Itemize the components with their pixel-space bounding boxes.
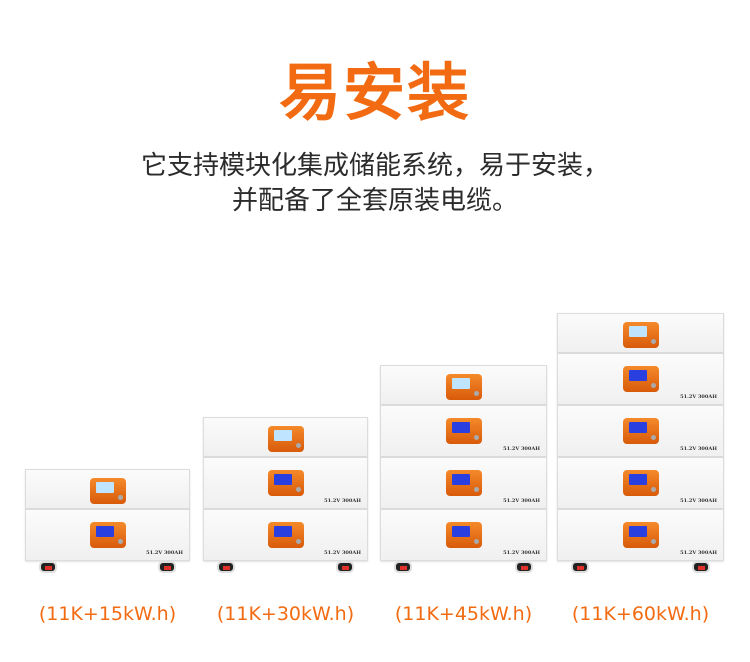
capacity-label: (11K+60kW.h) (571, 603, 710, 625)
power-button-icon (117, 495, 123, 500)
control-panel (622, 418, 659, 444)
display-screen (628, 326, 647, 337)
power-button-icon (650, 383, 656, 388)
battery-module: 51.2V 300AH (380, 405, 547, 457)
module-spec-label: 51.2V 300AH (680, 394, 717, 400)
module-spec-label: 51.2V 300AH (324, 498, 361, 504)
display-screen (273, 474, 292, 485)
battery-module: 51.2V 300AH (380, 509, 547, 561)
display-screen (451, 526, 470, 537)
wheel-icon (571, 561, 589, 573)
module-spec-label: 51.2V 300AH (680, 550, 717, 556)
power-button-icon (295, 487, 301, 492)
display-screen (628, 422, 647, 433)
display-screen (273, 430, 292, 441)
battery-module: 51.2V 300AH (557, 457, 724, 509)
module-spec-label: 51.2V 300AH (503, 446, 540, 452)
wheel-icon (158, 561, 176, 573)
wheel-icon (692, 561, 710, 573)
module-spec-label: 51.2V 300AH (503, 550, 540, 556)
control-panel (622, 470, 659, 496)
display-screen (451, 422, 470, 433)
control-panel (622, 366, 659, 392)
display-screen (451, 474, 470, 485)
display-screen (628, 474, 647, 485)
battery-module: 51.2V 300AH (203, 457, 368, 509)
inverter-module (203, 417, 368, 457)
battery-stack: 51.2V 300AH 51.2V 300AH 51.2V 300AH (380, 365, 547, 575)
control-panel (622, 322, 659, 348)
subtitle-line-2: 并配备了全套原装电缆。 (231, 186, 518, 216)
control-panel (267, 470, 304, 496)
wheel-icon (394, 561, 412, 573)
inverter-module (380, 365, 547, 405)
control-panel (89, 522, 126, 548)
wheel-icon (336, 561, 354, 573)
control-panel (89, 478, 126, 504)
power-button-icon (473, 487, 479, 492)
wheel-icon (217, 561, 235, 573)
control-panel (445, 418, 482, 444)
battery-module: 51.2V 300AH (25, 509, 190, 561)
inverter-module (25, 469, 190, 509)
control-panel (267, 522, 304, 548)
control-panel (622, 522, 659, 548)
display-screen (95, 482, 114, 493)
subtitle-line-1: 它支持模块化集成储能系统，易于安装， (140, 151, 609, 181)
power-button-icon (295, 443, 301, 448)
battery-module: 51.2V 300AH (557, 353, 724, 405)
capacity-label: (11K+30kW.h) (216, 603, 355, 625)
control-panel (267, 426, 304, 452)
power-button-icon (473, 435, 479, 440)
wheel-icon (515, 561, 533, 573)
display-screen (628, 526, 647, 537)
battery-module: 51.2V 300AH (380, 457, 547, 509)
control-panel (445, 522, 482, 548)
power-button-icon (295, 539, 301, 544)
module-spec-label: 51.2V 300AH (324, 550, 361, 556)
battery-module: 51.2V 300AH (203, 509, 368, 561)
page-title: 易安装 (278, 56, 471, 129)
capacity-label: (11K+15kW.h) (38, 603, 177, 625)
battery-stack: 51.2V 300AH 51.2V 300AH (203, 417, 368, 575)
power-button-icon (650, 339, 656, 344)
module-spec-label: 51.2V 300AH (680, 498, 717, 504)
module-spec-label: 51.2V 300AH (503, 498, 540, 504)
power-button-icon (650, 435, 656, 440)
power-button-icon (473, 391, 479, 396)
power-button-icon (473, 539, 479, 544)
battery-module: 51.2V 300AH (557, 405, 724, 457)
power-button-icon (650, 539, 656, 544)
power-button-icon (650, 487, 656, 492)
inverter-module (557, 313, 724, 353)
display-screen (451, 378, 470, 389)
wheel-icon (39, 561, 57, 573)
control-panel (445, 470, 482, 496)
wheel-base (380, 561, 547, 575)
capacity-label: (11K+45kW.h) (394, 603, 533, 625)
wheel-base (25, 561, 190, 575)
display-screen (95, 526, 114, 537)
module-spec-label: 51.2V 300AH (146, 550, 183, 556)
power-button-icon (117, 539, 123, 544)
battery-stack: 51.2V 300AH (25, 469, 190, 575)
wheel-base (557, 561, 724, 575)
display-screen (273, 526, 292, 537)
display-screen (628, 370, 647, 381)
control-panel (445, 374, 482, 400)
module-spec-label: 51.2V 300AH (680, 446, 717, 452)
wheel-base (203, 561, 368, 575)
battery-stack: 51.2V 300AH 51.2V 300AH 51.2V 300AH 51.2V 3… (557, 313, 724, 575)
battery-module: 51.2V 300AH (557, 509, 724, 561)
